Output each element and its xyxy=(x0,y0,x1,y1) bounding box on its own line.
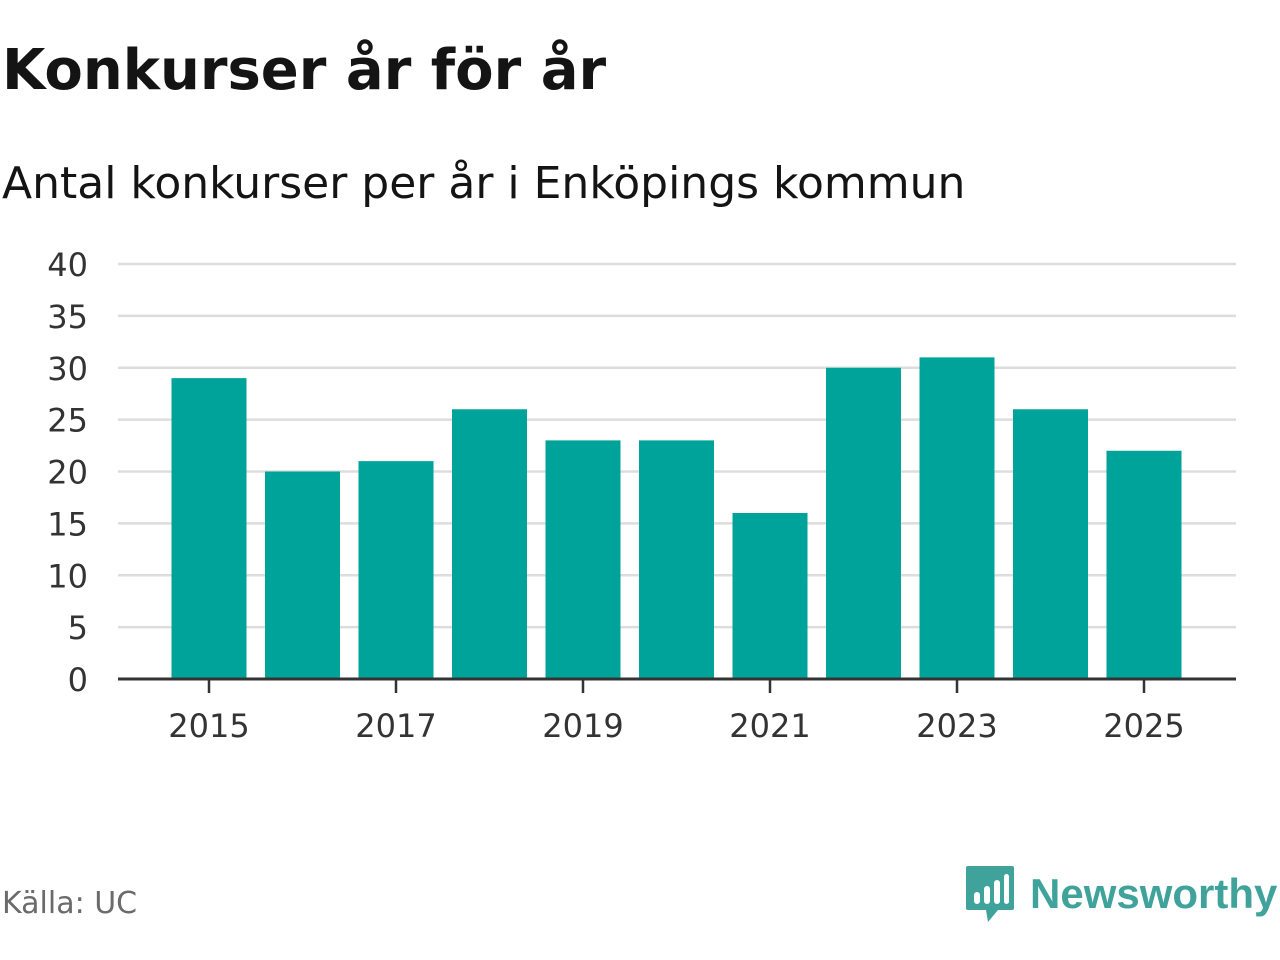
bar xyxy=(1106,450,1182,679)
y-tick-label: 30 xyxy=(47,350,88,388)
chart-title: Konkurser år för år xyxy=(2,38,607,103)
brand-name: Newsworthy xyxy=(1030,870,1278,917)
bar xyxy=(826,367,901,679)
brand-logo: Newsworthy xyxy=(964,862,1277,926)
bar xyxy=(919,357,995,679)
y-tick-label: 35 xyxy=(47,298,88,336)
y-tick-label: 0 xyxy=(68,661,88,699)
x-tick-label: 2025 xyxy=(1103,707,1184,745)
x-tick-label: 2023 xyxy=(916,707,997,745)
bar xyxy=(732,513,808,679)
source-note: Källa: UC xyxy=(2,886,138,921)
x-axis-ticks: 2015 2017 2019 2021 2023 2025 xyxy=(168,679,1185,745)
y-tick-label: 40 xyxy=(47,246,88,284)
y-tick-label: 5 xyxy=(68,609,88,647)
bar xyxy=(265,471,340,679)
x-tick-label: 2021 xyxy=(729,707,810,745)
bars xyxy=(171,357,1182,679)
y-tick-label: 10 xyxy=(47,557,88,595)
chart-subtitle: Antal konkurser per år i Enköpings kommu… xyxy=(2,158,966,209)
y-axis-ticks: 0 5 10 15 20 25 30 35 40 xyxy=(47,246,88,699)
y-tick-label: 20 xyxy=(47,454,88,492)
newsworthy-logo-icon xyxy=(966,866,1014,922)
bar xyxy=(358,461,434,679)
x-tick-label: 2017 xyxy=(355,707,436,745)
bar xyxy=(545,440,621,679)
bar xyxy=(171,378,247,679)
bar xyxy=(639,440,714,679)
bar xyxy=(452,409,527,679)
x-tick-label: 2015 xyxy=(168,707,249,745)
y-tick-label: 15 xyxy=(47,505,88,543)
x-tick-label: 2019 xyxy=(542,707,623,745)
bar xyxy=(1013,409,1088,679)
y-tick-label: 25 xyxy=(47,402,88,440)
